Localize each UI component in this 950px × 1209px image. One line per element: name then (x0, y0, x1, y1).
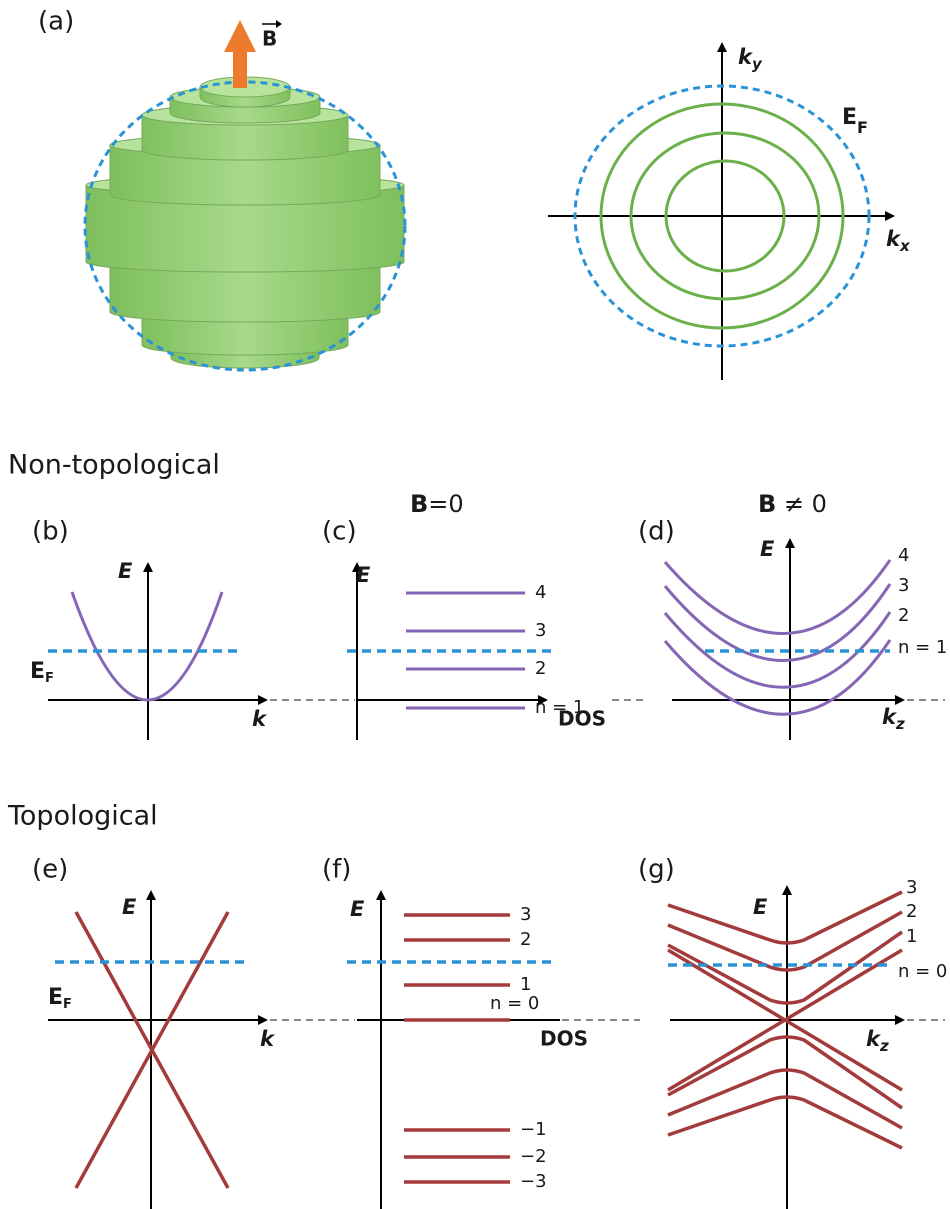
field-arrow-shaft (233, 50, 247, 88)
axis-label: E (350, 897, 365, 921)
fermi-label: E (842, 105, 857, 130)
arrow-head (785, 538, 795, 548)
arrow-head (717, 42, 727, 52)
level-label: −3 (520, 1171, 547, 1192)
panel-label: (a) (38, 7, 74, 37)
fermi-label: EF (30, 659, 54, 686)
level-label: n = 0 (898, 961, 947, 982)
axis-label: DOS (540, 1027, 588, 1051)
fermi-label: EF (48, 985, 72, 1012)
landau-band (668, 1097, 902, 1148)
level-label: 3 (898, 575, 909, 596)
axis-label: k (252, 707, 268, 731)
section-title: Non-topological (8, 450, 220, 481)
fermi-subscript: F (857, 118, 868, 137)
axis-label: kz (866, 1027, 889, 1055)
axis-label: E (753, 895, 768, 919)
fermi-subscript: F (63, 997, 72, 1012)
field-label: B (262, 27, 277, 51)
level-label: 1 (906, 926, 917, 947)
arrow-head (885, 211, 895, 221)
level-label: 4 (535, 582, 546, 603)
axis-subscript: z (879, 1037, 889, 1055)
arrow-head (143, 562, 153, 572)
landau-band (668, 1070, 902, 1128)
arrow-head (895, 1015, 905, 1025)
heading-symbol: B (758, 490, 776, 518)
panel-heading: B ≠ 0 (758, 490, 827, 518)
panel-label: (b) (32, 517, 69, 547)
level-label: 3 (535, 620, 546, 641)
landau-cylinders (86, 77, 404, 368)
level-label: 3 (520, 904, 531, 925)
heading-text: =0 (428, 490, 463, 518)
arrow-head (258, 695, 268, 705)
level-label: 2 (898, 605, 909, 626)
field-arrow-head (224, 20, 256, 52)
panel-heading: B=0 (410, 490, 464, 518)
axis-label: kx (886, 227, 911, 255)
level-label: 3 (906, 877, 917, 898)
panel-label: (e) (32, 855, 68, 885)
arrow-head (376, 890, 386, 900)
axis-subscript: z (895, 715, 905, 733)
level-label: 1 (520, 974, 531, 995)
level-label: 2 (520, 929, 531, 950)
fermi-subscript: F (45, 671, 54, 686)
vector-arrow-head (276, 20, 282, 28)
axis-label: E (356, 563, 371, 587)
heading-text: ≠ 0 (776, 490, 827, 518)
axis-label: ky (738, 45, 763, 73)
axis-label: E (118, 559, 133, 583)
axis-subscript: x (899, 237, 911, 255)
panel-label: (d) (638, 517, 675, 547)
panel-label: (g) (638, 855, 675, 885)
axis-label: k (260, 1027, 276, 1051)
level-label: n = 0 (490, 993, 539, 1014)
axis-label: DOS (558, 707, 606, 731)
fermi-label: E (48, 985, 63, 1010)
fermi-label: EF (842, 105, 868, 137)
arrow-head (258, 1015, 268, 1025)
level-label: −1 (520, 1119, 547, 1140)
section-title: Topological (7, 801, 158, 832)
axis-label: E (760, 537, 775, 561)
landau-band (668, 912, 902, 970)
arrow-head (146, 890, 156, 900)
figure: (a) B ky kx EF Non-topological Topologic… (0, 0, 950, 1209)
level-label: 2 (535, 658, 546, 679)
heading-symbol: B (410, 490, 428, 518)
axis-label: kz (882, 705, 905, 733)
landau-band (668, 892, 902, 943)
level-label: 4 (898, 545, 909, 566)
arrow-head (782, 885, 792, 895)
level-label: 2 (906, 901, 917, 922)
axis-label: E (122, 895, 137, 919)
level-label: n = 1 (898, 637, 947, 658)
arrow-head (895, 695, 905, 705)
level-label: −2 (520, 1146, 547, 1167)
panel-label: (c) (322, 517, 357, 547)
axis-subscript: y (752, 55, 763, 73)
fermi-label: E (30, 659, 45, 684)
panel-label: (f) (322, 855, 351, 885)
